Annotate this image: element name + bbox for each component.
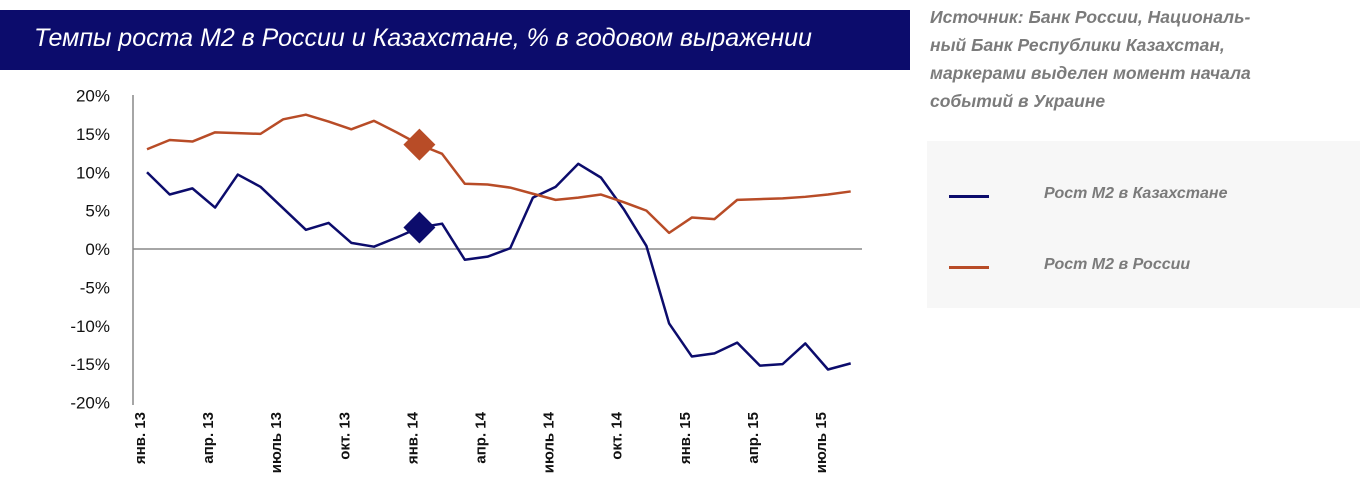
y-tick-label: -5% <box>80 278 110 297</box>
legend-item-kazakhstan: Рост М2 в Казахстане <box>949 181 1349 211</box>
y-tick-label: 20% <box>76 87 110 106</box>
line-chart: 20% 15% 10% 5% 0% -5% -10% -15% -20% янв. 13 апр. … <box>70 87 862 473</box>
y-tick-label: -10% <box>70 317 110 336</box>
x-tick-label: окт. 13 <box>336 412 353 460</box>
legend-swatch-russia <box>949 266 989 269</box>
source-line: ный Банк Республики Казахстан, <box>930 35 1225 55</box>
y-tick-label: -15% <box>70 355 110 374</box>
event-marker-kazakhstan <box>403 211 436 244</box>
y-tick-label: 10% <box>76 163 110 182</box>
x-tick-label: апр. 13 <box>200 412 217 464</box>
chart-title: Темпы роста М2 в России и Казахстане, % … <box>34 24 812 52</box>
series-line-russia <box>146 113 851 235</box>
source-line: Источник: Банк России, Националь- <box>930 7 1251 27</box>
legend-swatch-kazakhstan <box>949 195 989 198</box>
source-note: Источник: Банк России, Националь- ный Ба… <box>930 3 1360 115</box>
event-marker-russia <box>403 128 436 161</box>
source-line: событий в Украине <box>930 91 1106 111</box>
y-tick-label: 0% <box>85 240 110 259</box>
source-line: маркерами выделен момент начала <box>930 63 1251 83</box>
y-tick-label: -20% <box>70 394 110 413</box>
x-tick-label: июль 15 <box>813 412 830 473</box>
x-tick-label: июль 13 <box>268 412 285 473</box>
legend-item-russia: Рост М2 в России <box>949 252 1349 282</box>
x-tick-label: июль 14 <box>541 411 558 473</box>
x-tick-label: окт. 14 <box>609 411 626 459</box>
title-banner: Темпы роста М2 в России и Казахстане, % … <box>0 10 910 70</box>
legend: Рост М2 в Казахстане Рост М2 в России <box>927 141 1360 308</box>
x-tick-label: янв. 15 <box>677 412 694 464</box>
x-tick-label: янв. 14 <box>404 411 421 464</box>
x-tick-label: янв. 13 <box>132 412 149 464</box>
legend-label-russia: Рост М2 в России <box>1044 256 1191 273</box>
legend-label-kazakhstan: Рост М2 в Казахстане <box>1044 185 1228 202</box>
x-tick-label: апр. 15 <box>745 412 762 464</box>
y-tick-label: 15% <box>76 125 110 144</box>
x-tick-label: апр. 14 <box>473 411 490 463</box>
y-tick-label: 5% <box>85 202 110 221</box>
series-line-kazakhstan <box>146 162 852 371</box>
